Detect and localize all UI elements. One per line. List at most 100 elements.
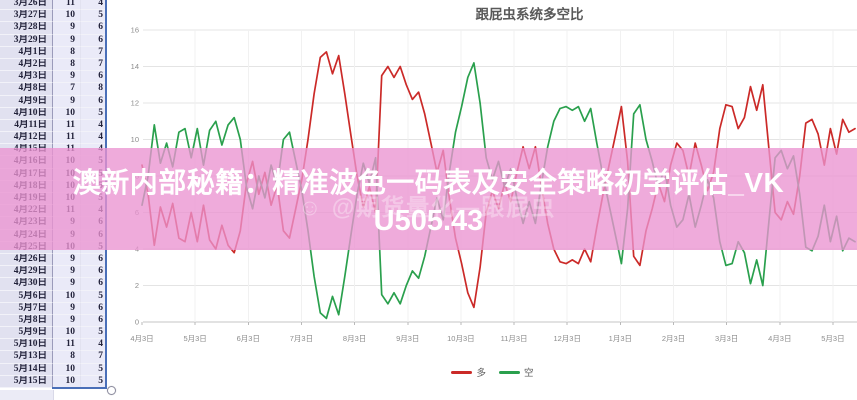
cell-date[interactable]: 4月3日 — [0, 71, 53, 84]
cell-short[interactable]: 5 — [81, 107, 107, 120]
cell-short[interactable]: 4 — [81, 132, 107, 145]
svg-text:12: 12 — [131, 99, 139, 108]
legend-label-short: 空 — [524, 368, 534, 379]
cell-long[interactable]: 9 — [53, 95, 81, 108]
cell-long[interactable]: 11 — [53, 0, 81, 11]
cell-date[interactable]: 5月8日 — [0, 314, 53, 328]
table-row: 4月2日 8 7 — [0, 58, 107, 72]
cell-long[interactable]: 9 — [53, 302, 81, 315]
svg-text:10: 10 — [131, 135, 139, 144]
faint-watermark: ☺ @期货量化—跟屁虫 — [298, 194, 557, 220]
cell-short[interactable]: 6 — [81, 253, 107, 267]
cell-short[interactable]: 8 — [81, 83, 107, 96]
cell-long[interactable]: 10 — [53, 327, 81, 340]
table-row: 3月26日 11 4 — [0, 0, 107, 11]
cell-short[interactable]: 6 — [81, 22, 107, 35]
cell-short[interactable]: 6 — [81, 278, 107, 291]
cell-long[interactable]: 8 — [53, 58, 81, 72]
cell-date[interactable]: 5月13日 — [0, 351, 53, 364]
cell-date[interactable]: 5月7日 — [0, 302, 53, 315]
empty-cell[interactable] — [0, 390, 54, 400]
cell-date[interactable]: 4月8日 — [0, 83, 53, 96]
table-row: 5月15日 10 5 — [0, 375, 107, 388]
cell-short[interactable]: 7 — [81, 46, 107, 59]
cell-date[interactable]: 4月12日 — [0, 132, 53, 145]
cell-short[interactable]: 4 — [81, 339, 107, 352]
table-row: 4月9日 9 6 — [0, 95, 107, 108]
cell-short[interactable]: 5 — [81, 290, 107, 303]
cell-date[interactable]: 4月30日 — [0, 278, 53, 291]
selection-border-bottom — [52, 387, 107, 389]
cell-short[interactable]: 7 — [81, 351, 107, 364]
svg-text:12月3日: 12月3日 — [553, 334, 581, 343]
cell-date[interactable]: 3月26日 — [0, 0, 53, 11]
cell-short[interactable]: 5 — [81, 363, 107, 376]
cell-long[interactable]: 10 — [53, 10, 81, 23]
cell-long[interactable]: 9 — [53, 253, 81, 267]
cell-date[interactable]: 3月27日 — [0, 10, 53, 23]
cell-long[interactable]: 8 — [53, 351, 81, 364]
cell-short[interactable]: 5 — [81, 10, 107, 23]
cell-long[interactable]: 8 — [53, 46, 81, 59]
cell-short[interactable]: 6 — [81, 302, 107, 315]
svg-text:4月3日: 4月3日 — [768, 334, 791, 343]
cell-short[interactable]: 6 — [81, 314, 107, 328]
cell-long[interactable]: 7 — [53, 83, 81, 96]
cell-date[interactable]: 4月1日 — [0, 46, 53, 59]
cell-date[interactable]: 5月15日 — [0, 375, 53, 388]
cell-date[interactable]: 5月6日 — [0, 290, 53, 303]
cell-short[interactable]: 6 — [81, 266, 107, 279]
svg-text:16: 16 — [131, 26, 139, 35]
cell-date[interactable]: 4月2日 — [0, 58, 53, 72]
cell-date[interactable]: 4月26日 — [0, 253, 53, 267]
cell-long[interactable]: 11 — [53, 339, 81, 352]
cell-date[interactable]: 3月28日 — [0, 22, 53, 35]
cell-long[interactable]: 9 — [53, 34, 81, 47]
cell-long[interactable]: 10 — [53, 363, 81, 376]
chart-legend[interactable]: 多 空 — [128, 365, 857, 379]
cell-date[interactable]: 5月10日 — [0, 339, 53, 352]
cell-long[interactable]: 11 — [53, 132, 81, 145]
cell-short[interactable]: 6 — [81, 34, 107, 47]
cell-long[interactable]: 9 — [53, 22, 81, 35]
fill-handle[interactable] — [107, 386, 116, 395]
cell-date[interactable]: 3月29日 — [0, 34, 53, 47]
svg-text:14: 14 — [131, 62, 139, 71]
svg-text:5月3日: 5月3日 — [821, 334, 844, 343]
table-row: 5月9日 10 5 — [0, 327, 107, 340]
cell-date[interactable]: 4月29日 — [0, 266, 53, 279]
svg-text:8月3日: 8月3日 — [343, 334, 366, 343]
svg-text:1月3日: 1月3日 — [609, 334, 632, 343]
cell-date[interactable]: 5月14日 — [0, 363, 53, 376]
cell-long[interactable]: 9 — [53, 266, 81, 279]
table-row: 4月29日 9 6 — [0, 266, 107, 279]
legend-item-short[interactable]: 空 — [499, 365, 534, 379]
legend-label-long: 多 — [476, 368, 486, 379]
cell-short[interactable]: 6 — [81, 95, 107, 108]
svg-text:6月3日: 6月3日 — [237, 334, 260, 343]
watermark-band: ☺ @期货量化—跟屁虫 澳新内部秘籍：精准波色一码表及安全策略初学评估_VK U… — [0, 148, 857, 250]
cell-short[interactable]: 7 — [81, 58, 107, 72]
cell-short[interactable]: 6 — [81, 71, 107, 84]
cell-long[interactable]: 9 — [53, 278, 81, 291]
chart-title: 跟屁虫系统多空比 — [475, 7, 584, 22]
cell-long[interactable]: 10 — [53, 290, 81, 303]
cell-date[interactable]: 4月11日 — [0, 119, 53, 133]
table-row: 4月12日 11 4 — [0, 132, 107, 145]
legend-item-long[interactable]: 多 — [451, 365, 486, 379]
cell-short[interactable]: 4 — [81, 0, 107, 11]
cell-long[interactable]: 10 — [53, 107, 81, 120]
cell-long[interactable]: 11 — [53, 119, 81, 133]
cell-short[interactable]: 5 — [81, 327, 107, 340]
svg-text:11月3日: 11月3日 — [501, 334, 528, 343]
svg-text:9月3日: 9月3日 — [396, 334, 419, 343]
cell-short[interactable]: 4 — [81, 119, 107, 133]
cell-date[interactable]: 5月9日 — [0, 327, 53, 340]
svg-text:3月3日: 3月3日 — [715, 334, 738, 343]
cell-date[interactable]: 4月9日 — [0, 95, 53, 108]
cell-long[interactable]: 9 — [53, 314, 81, 328]
cell-date[interactable]: 4月10日 — [0, 107, 53, 120]
cell-long[interactable]: 9 — [53, 71, 81, 84]
svg-text:5月3日: 5月3日 — [183, 334, 206, 343]
